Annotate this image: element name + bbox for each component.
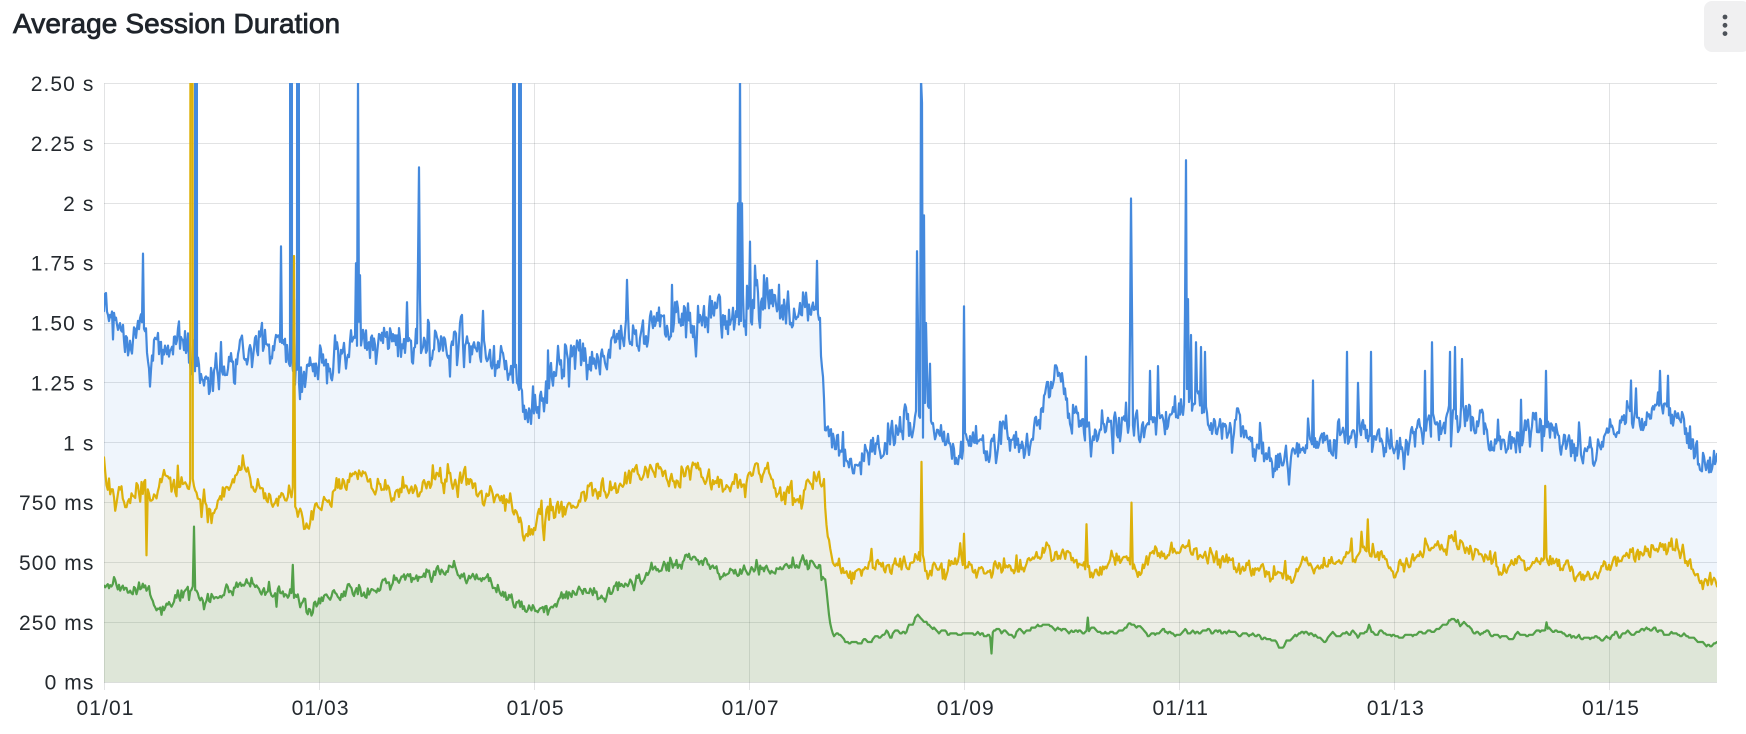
svg-text:01/05: 01/05 xyxy=(507,697,565,720)
svg-text:0 ms: 0 ms xyxy=(45,672,95,695)
svg-text:01/03: 01/03 xyxy=(292,697,350,720)
svg-text:01/15: 01/15 xyxy=(1582,697,1640,720)
svg-text:1.75 s: 1.75 s xyxy=(31,253,95,276)
svg-text:1.50 s: 1.50 s xyxy=(31,313,95,336)
svg-text:2.25 s: 2.25 s xyxy=(31,133,95,156)
svg-text:500 ms: 500 ms xyxy=(19,552,94,575)
svg-text:2 s: 2 s xyxy=(63,193,94,216)
svg-text:01/09: 01/09 xyxy=(937,697,995,720)
svg-text:250 ms: 250 ms xyxy=(19,612,94,635)
svg-text:01/11: 01/11 xyxy=(1153,697,1210,720)
svg-text:2.50 s: 2.50 s xyxy=(31,73,95,96)
svg-text:01/07: 01/07 xyxy=(722,697,780,720)
svg-text:750 ms: 750 ms xyxy=(19,492,94,515)
svg-text:1.25 s: 1.25 s xyxy=(31,372,95,395)
svg-text:01/01: 01/01 xyxy=(76,697,134,720)
svg-text:1 s: 1 s xyxy=(63,432,94,455)
svg-text:01/13: 01/13 xyxy=(1367,697,1425,720)
